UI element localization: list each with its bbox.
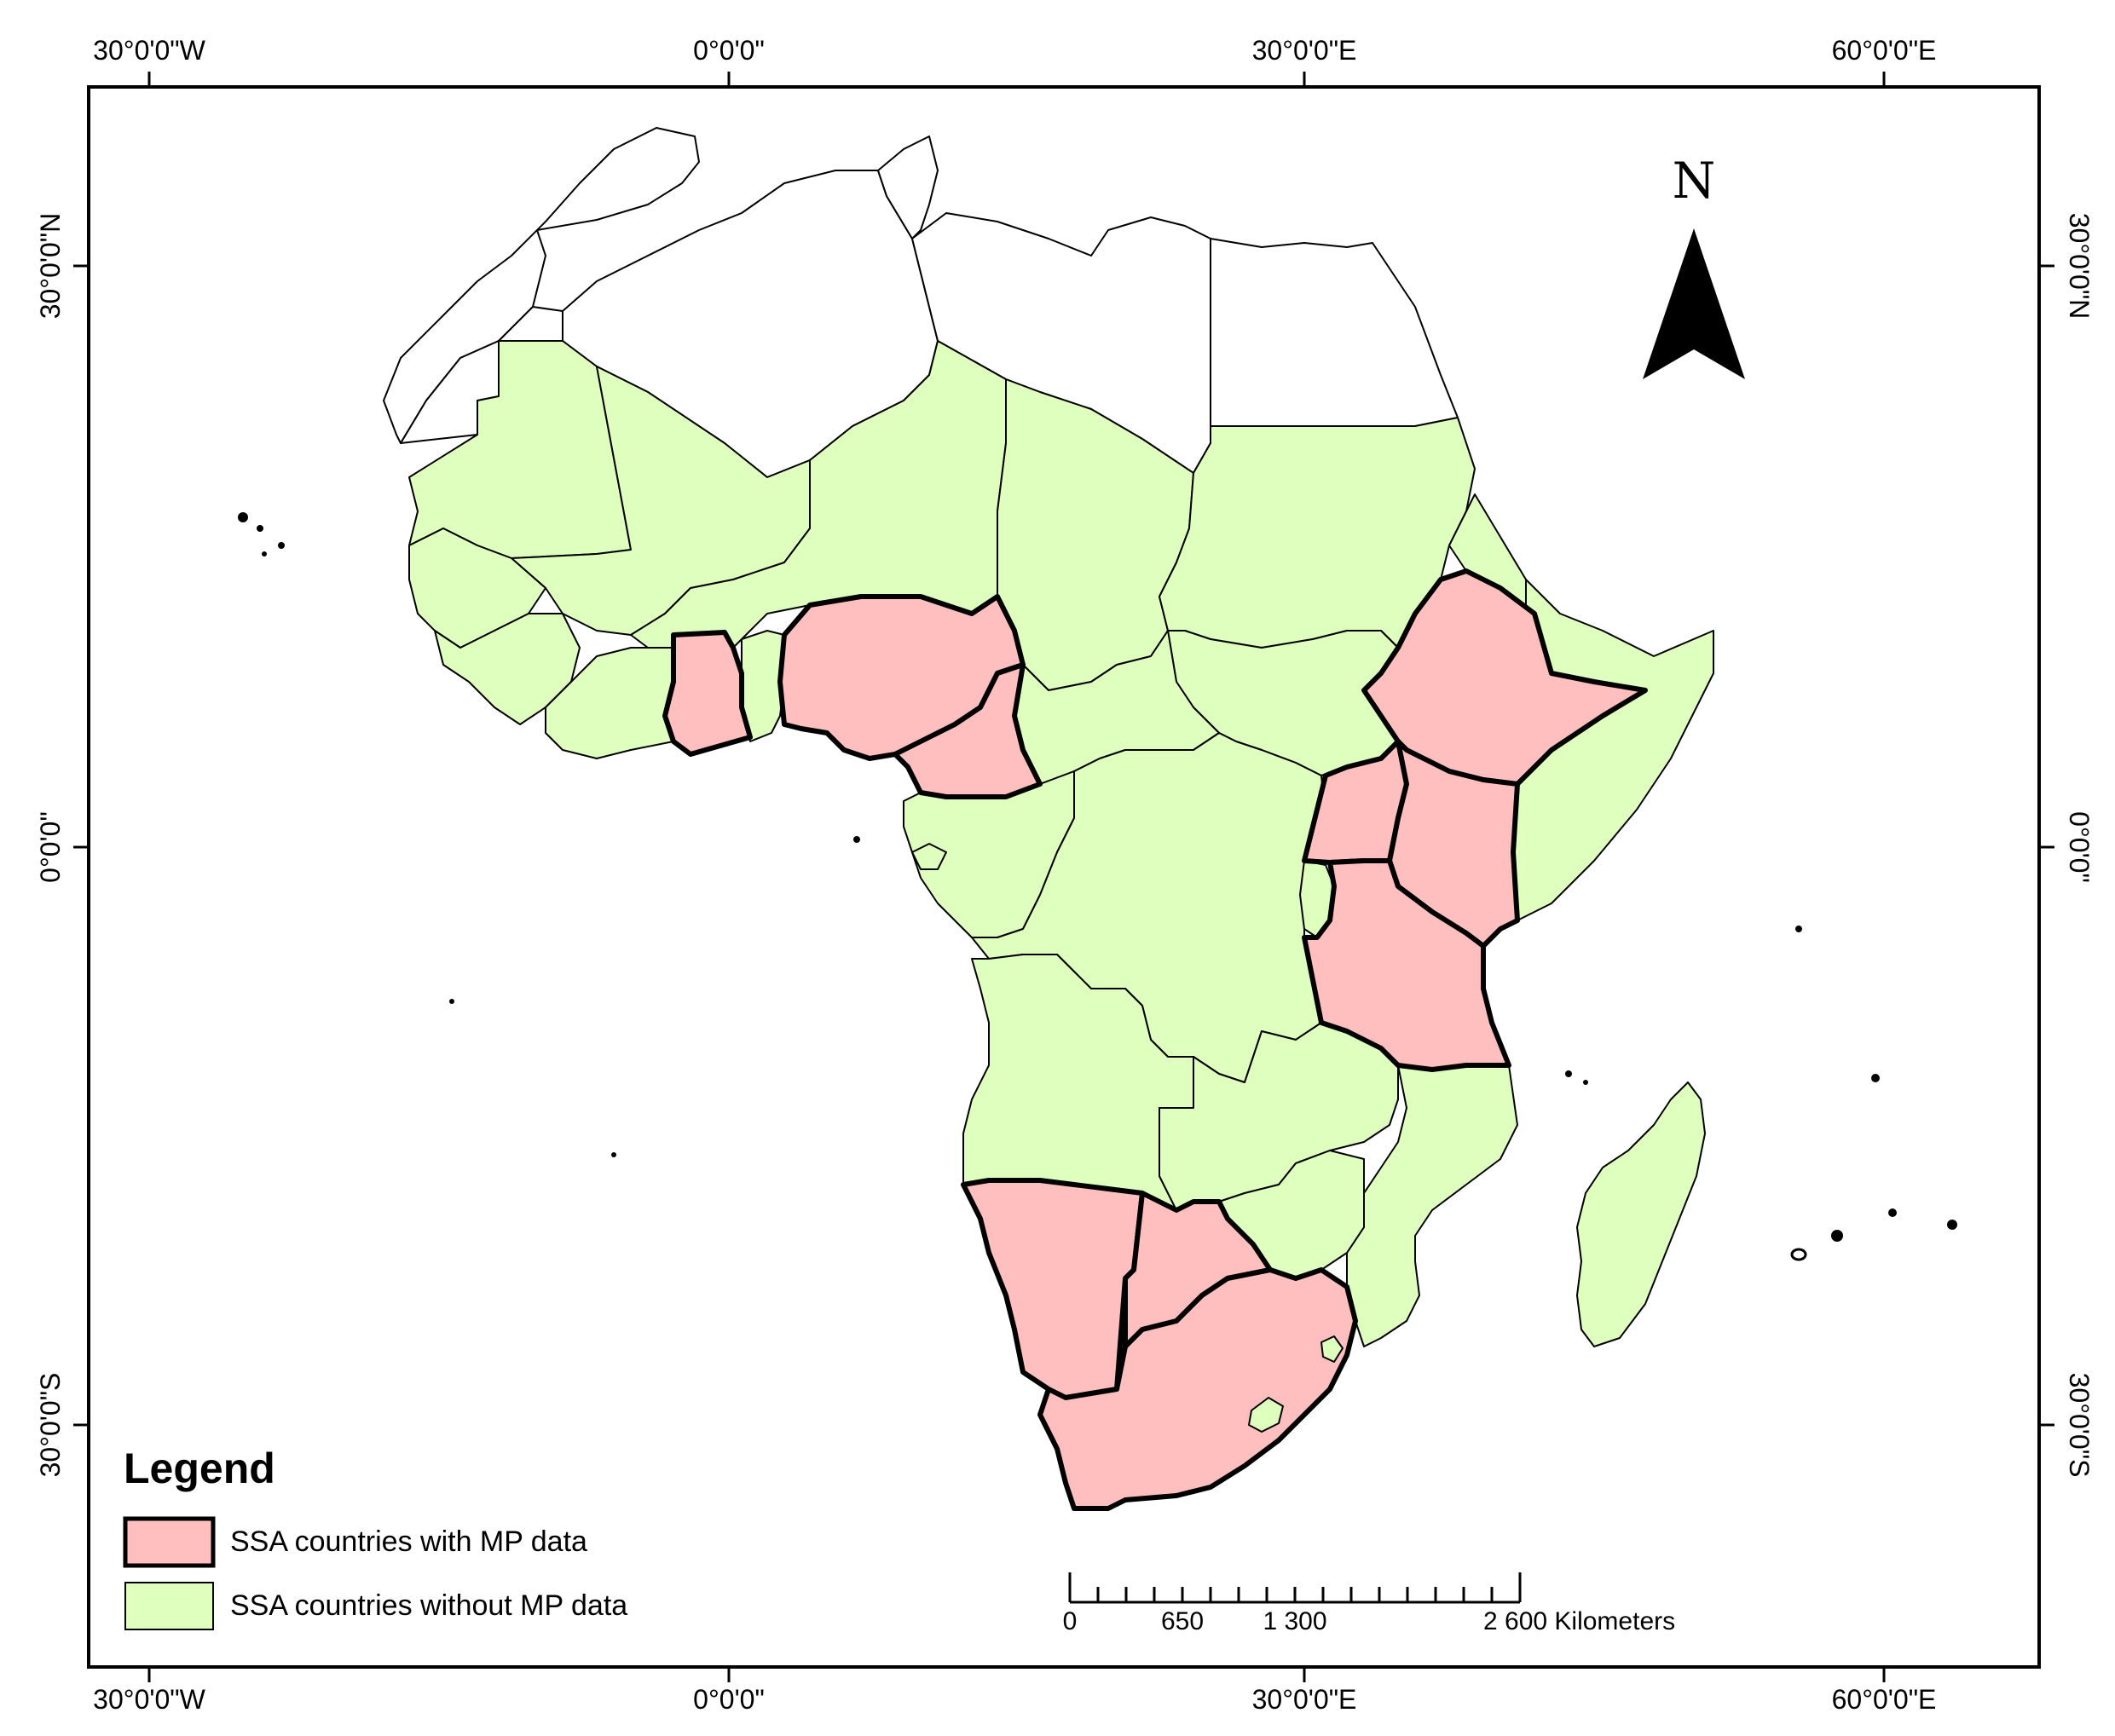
country-tanzania [1302, 858, 1511, 1072]
legend-title: Legend [124, 1445, 275, 1492]
lon-label-0-bottom: 0°0'0" [693, 1684, 765, 1715]
lat-label-30s-right: 30°0'0"S [2064, 1373, 2095, 1478]
lat-label-30s-left: 30°0'0"S [35, 1373, 66, 1478]
country-cameroon [893, 662, 1043, 799]
lon-label-60e-top: 60°0'0"E [1832, 35, 1937, 66]
north-arrow-label: N [1673, 152, 1716, 210]
lon-label-30w-top: 30°0'0"W [93, 35, 205, 66]
country-mozambique [1346, 1064, 1518, 1347]
legend-label-without-mp: SSA countries without MP data [230, 1589, 627, 1622]
country-ethiopia [1361, 568, 1648, 787]
country-eswatini [1320, 1335, 1344, 1363]
top-ticks [73, 72, 2054, 1682]
lon-label-30e-bottom: 30°0'0"E [1252, 1684, 1357, 1715]
legend: Legend SSA countries with MP data SSA co… [123, 1445, 627, 1630]
lat-label-0-right: 0°0'0" [2064, 811, 2095, 883]
country-madagascar [1576, 1081, 1706, 1347]
country-kenya [1387, 739, 1520, 949]
legend-swatch-without-mp [124, 1582, 214, 1630]
legend-swatch-with-mp [123, 1516, 216, 1568]
north-arrow: N [1643, 152, 1745, 379]
lat-label-30n-right: 30°0'0"N [2064, 213, 2095, 320]
country-zambia-malawi [1159, 1022, 1399, 1211]
lon-label-30e-top: 30°0'0"E [1252, 35, 1357, 66]
scale-bar: 0 650 1 300 2 600 Kilometers [1063, 1572, 1675, 1635]
country-lesotho [1248, 1397, 1284, 1433]
country-ghana [662, 630, 753, 757]
lat-label-0-left: 0°0'0" [35, 811, 66, 883]
lat-label-30n-left: 30°0'0"N [35, 213, 66, 320]
legend-label-with-mp: SSA countries with MP data [230, 1525, 587, 1558]
country-gulf-guinea-coast [911, 843, 947, 870]
scale-label-2600: 2 600 Kilometers [1483, 1607, 1675, 1635]
lon-label-30w-bottom: 30°0'0"W [93, 1684, 205, 1715]
scale-label-1300: 1 300 [1263, 1607, 1326, 1635]
scale-label-0: 0 [1063, 1607, 1078, 1635]
lon-label-0-top: 0°0'0" [693, 35, 765, 66]
islands [238, 512, 1957, 1261]
country-south-africa [1037, 1267, 1358, 1511]
lon-label-60e-bottom: 60°0'0"E [1832, 1684, 1937, 1715]
scale-label-650: 650 [1161, 1607, 1204, 1635]
north-arrow-icon [1643, 228, 1745, 379]
country-tunisia [877, 136, 939, 239]
